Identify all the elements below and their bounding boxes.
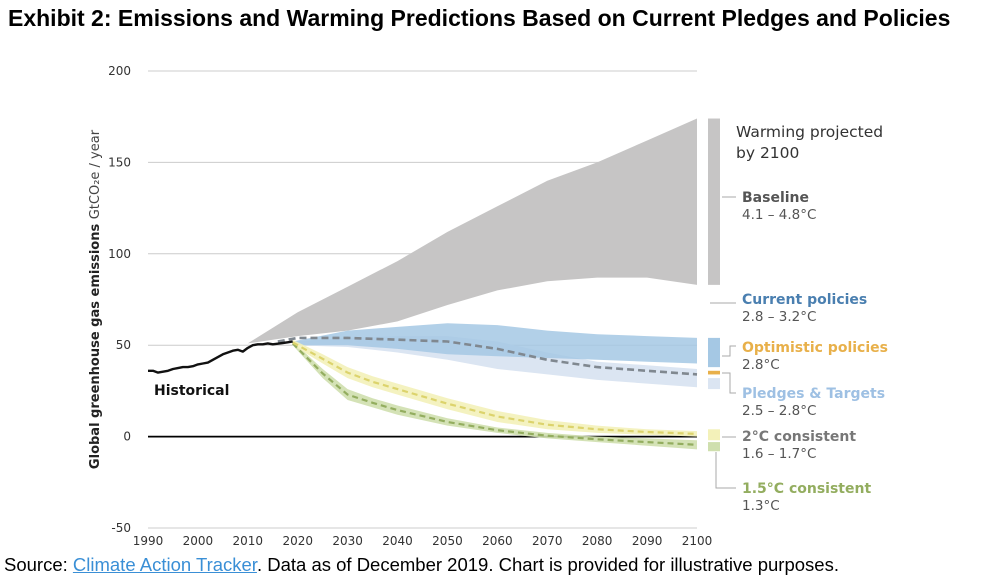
legend-heading-line1: Warming projected xyxy=(736,123,883,141)
y-tick-label-0: 0 xyxy=(123,430,131,444)
pledges-connector xyxy=(722,372,736,394)
x-tick-label-2100: 2100 xyxy=(682,534,713,548)
one-five-legend-range: 1.3°C xyxy=(742,498,780,514)
one-five-legend-name: 1.5°C consistent xyxy=(742,481,871,497)
x-tick-label-2090: 2090 xyxy=(632,534,663,548)
y-tick-label-100: 100 xyxy=(108,247,131,261)
x-tick-label-2040: 2040 xyxy=(382,534,413,548)
x-tick-label-2010: 2010 xyxy=(233,534,264,548)
source-link[interactable]: Climate Action Tracker xyxy=(72,554,257,575)
pledges-legend-range: 2.5 – 2.8°C xyxy=(742,403,816,419)
optimistic-legend-range: 2.8°C xyxy=(742,357,780,373)
y-tick-label-200: 200 xyxy=(108,64,131,78)
y-tick-label-50: 50 xyxy=(116,338,131,352)
two-degree-range-bar xyxy=(708,429,720,441)
source-prefix: Source: xyxy=(4,554,73,575)
baseline-band xyxy=(247,118,698,344)
y-tick-label-150: 150 xyxy=(108,155,131,169)
current-range-bar xyxy=(708,337,720,368)
y-axis-unit: GtCO₂e / year xyxy=(88,129,103,219)
baseline-legend-name: Baseline xyxy=(742,190,809,206)
pledges-legend-name: Pledges & Targets xyxy=(742,386,885,402)
one-five-connector xyxy=(715,452,736,489)
emissions-chart: Historical -50 0 50 100 150 200 1990 2000 2010 20… xyxy=(88,64,888,548)
source-line: Source: Climate Action Tracker. Data as … xyxy=(4,554,839,576)
axis-layer: -50 0 50 100 150 200 1990 2000 2010 2020 2030 2040 2… xyxy=(88,64,712,548)
one-five-midline xyxy=(291,342,698,446)
one-five-band xyxy=(292,341,697,450)
optimistic-range-bar xyxy=(708,370,720,375)
historical-line xyxy=(148,340,293,374)
current-policies-band xyxy=(292,323,697,364)
two-degree-legend-range: 1.6 – 1.7°C xyxy=(742,446,816,462)
x-tick-label-2020: 2020 xyxy=(282,534,313,548)
y-tick-label--50: -50 xyxy=(111,521,131,535)
source-suffix: . Data as of December 2019. Chart is pro… xyxy=(256,554,839,575)
x-tick-label-2000: 2000 xyxy=(183,534,214,548)
y-axis-title-text: Global greenhouse gas emissions xyxy=(88,219,103,469)
historical-label: Historical xyxy=(154,383,229,399)
y-axis-title: Global greenhouse gas emissions GtCO₂e /… xyxy=(88,129,103,469)
current-legend-name: Current policies xyxy=(742,292,867,308)
baseline-legend-range: 4.1 – 4.8°C xyxy=(742,207,816,223)
x-tick-label-2060: 2060 xyxy=(482,534,513,548)
pledges-band xyxy=(292,336,697,388)
two-degree-midline xyxy=(292,341,698,435)
one-five-range-bar xyxy=(708,442,720,452)
optimistic-policies-line xyxy=(277,336,698,376)
x-tick-label-2030: 2030 xyxy=(332,534,363,548)
area-layer xyxy=(247,118,698,450)
current-legend-range: 2.8 – 3.2°C xyxy=(742,309,816,325)
x-tick-label-2050: 2050 xyxy=(432,534,463,548)
two-degree-band xyxy=(292,339,697,437)
pledges-range-bar xyxy=(708,378,720,390)
exhibit-title: Exhibit 2: Emissions and Warming Predict… xyxy=(8,5,951,31)
x-tick-label-2080: 2080 xyxy=(582,534,613,548)
x-tick-label-2070: 2070 xyxy=(532,534,563,548)
x-tick-label-1990: 1990 xyxy=(133,534,164,548)
two-degree-legend-name: 2°C consistent xyxy=(742,429,856,445)
optimistic-legend-name: Optimistic policies xyxy=(742,340,888,356)
optimistic-connector xyxy=(722,345,736,357)
line-layer: Historical xyxy=(148,336,698,446)
legend-heading-line2: by 2100 xyxy=(736,144,799,162)
baseline-range-bar xyxy=(708,118,720,285)
